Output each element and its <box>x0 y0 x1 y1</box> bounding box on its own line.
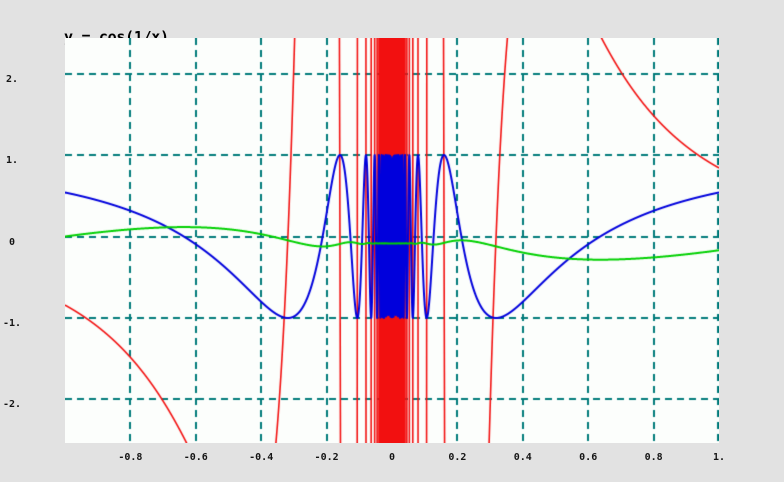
x-tick-label: -0.4 <box>249 452 274 463</box>
x-tick-label: 0.2 <box>448 452 467 463</box>
y-tick-label: 0 <box>8 236 16 248</box>
x-tick-label: 0.4 <box>513 452 532 463</box>
y-tick-label: 1. <box>5 155 19 167</box>
x-tick-label: 0 <box>388 452 396 463</box>
x-tick-label: 1. <box>712 452 726 463</box>
plot-canvas[interactable] <box>65 38 719 443</box>
x-tick-label: -0.8 <box>118 452 143 463</box>
x-tick-label: -0.2 <box>314 452 339 463</box>
x-tick-label: -0.6 <box>183 452 208 463</box>
y-tick-label: -2. <box>2 399 22 411</box>
y-tick-label: 2. <box>5 73 19 85</box>
x-tick-label: 0.8 <box>644 452 663 463</box>
x-tick-label: 0.6 <box>579 452 598 463</box>
y-tick-label: -1. <box>2 317 22 329</box>
